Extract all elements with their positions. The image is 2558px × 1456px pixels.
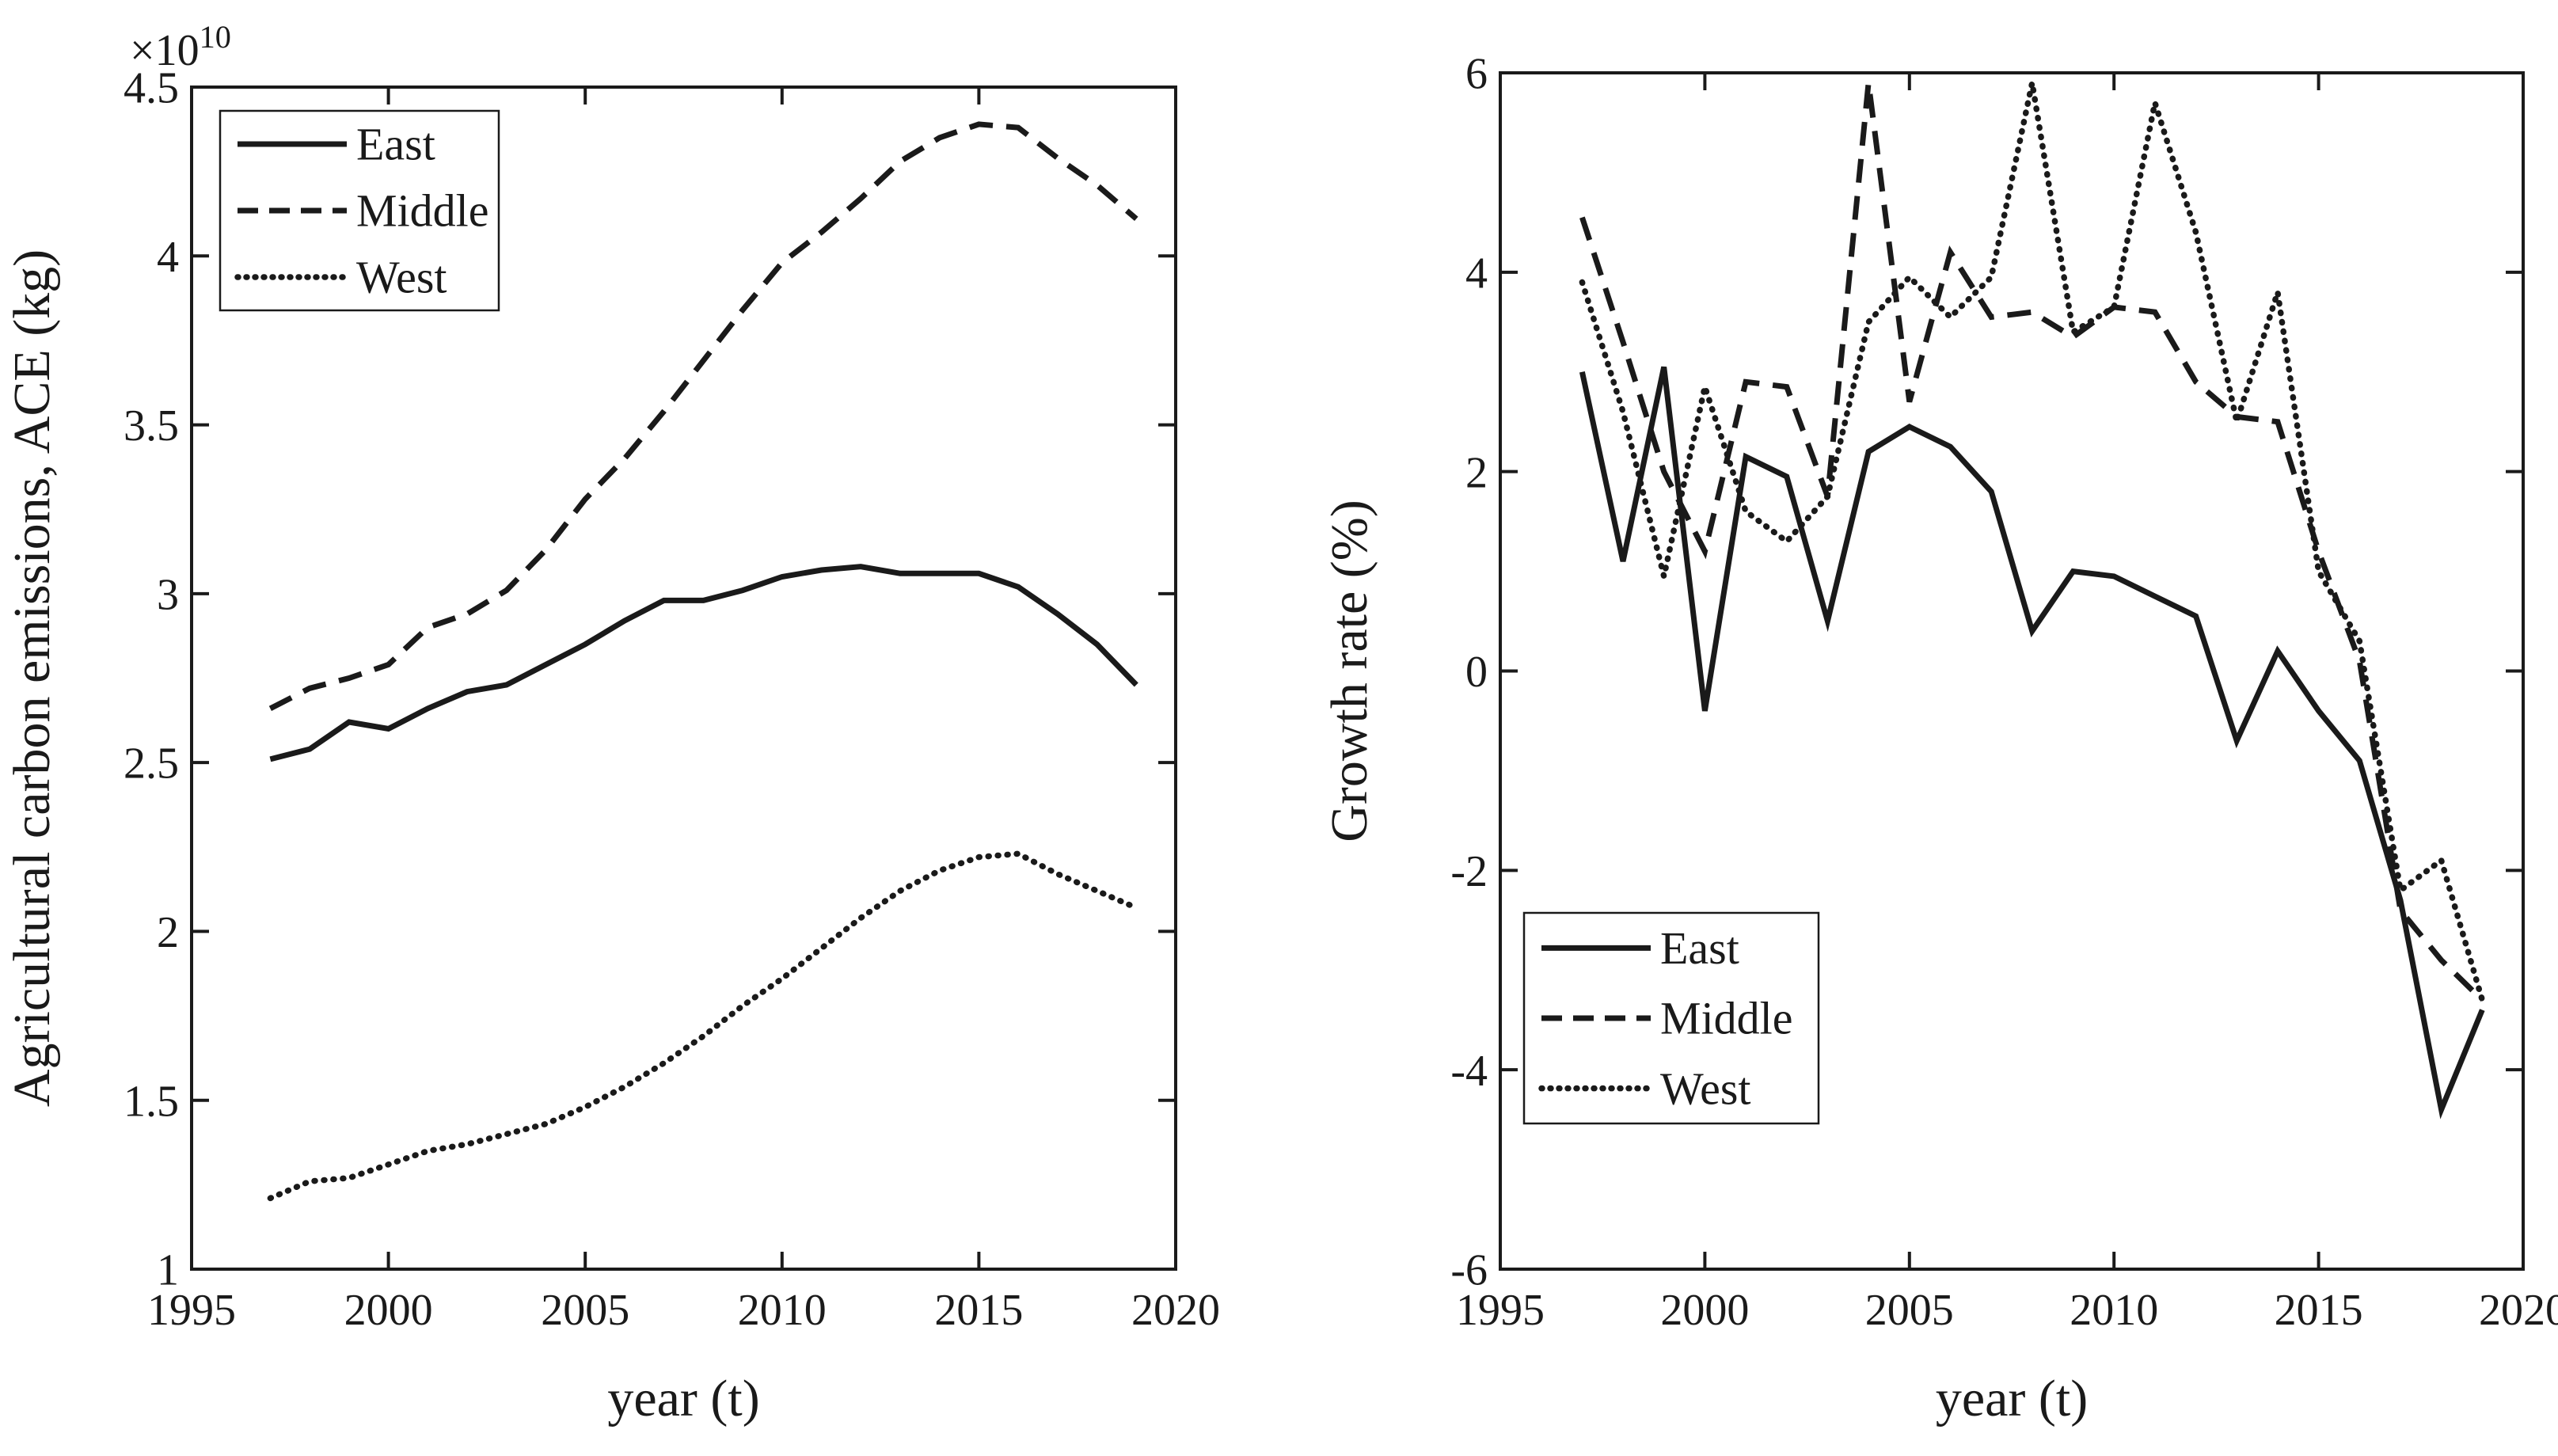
plot-box — [190, 86, 1177, 1271]
legend-label: West — [356, 252, 447, 303]
legend-item-east: East — [238, 119, 435, 170]
legend-label: Middle — [356, 185, 489, 237]
x-axis-label: year (t) — [607, 1370, 759, 1427]
y-tick-label: 6 — [1465, 50, 1488, 99]
legend-label: West — [1660, 1063, 1751, 1114]
x-tick-label: 2020 — [2479, 1286, 2558, 1335]
legend-label: Middle — [1660, 993, 1793, 1044]
x-tick-label: 2010 — [738, 1286, 827, 1335]
legend-item-middle: Middle — [1541, 993, 1793, 1044]
y-tick-label: 1.5 — [124, 1077, 179, 1126]
y-tick-label: 4 — [157, 233, 179, 282]
y-tick-label: -2 — [1450, 847, 1488, 896]
x-tick-label: 2015 — [2275, 1286, 2363, 1335]
series-line-east — [269, 564, 1138, 762]
y-tick-label: -4 — [1450, 1047, 1488, 1096]
x-tick-label: 2000 — [344, 1286, 433, 1335]
y-tick-label: 0 — [1465, 648, 1488, 697]
y-tick-label: -6 — [1450, 1246, 1488, 1295]
y-tick-label: 2 — [1465, 448, 1488, 497]
legend-item-west: West — [1538, 1063, 1751, 1114]
y-tick-label: 3.5 — [124, 401, 179, 450]
x-tick-label: 2000 — [1660, 1286, 1749, 1335]
y-tick-label: 4 — [1465, 249, 1488, 298]
legend-item-middle: Middle — [238, 185, 489, 237]
x-tick-label: 2010 — [2070, 1286, 2158, 1335]
y-tick-label: 1 — [157, 1246, 179, 1295]
series-line-middle — [1579, 82, 2484, 1002]
legend: East Middle West — [219, 109, 500, 312]
series-line-middle — [268, 121, 1138, 712]
legend-label: East — [356, 119, 435, 170]
series-line-east — [1579, 366, 2485, 1120]
y-tick-label: 2.5 — [124, 739, 179, 789]
x-tick-label: 1995 — [147, 1286, 236, 1335]
axis-offset-label: ×1010 — [130, 19, 231, 76]
x-axis-label: year (t) — [1936, 1370, 2088, 1427]
x-tick-label: 2005 — [1865, 1286, 1954, 1335]
legend-item-east: East — [1541, 922, 1739, 974]
legend-label: East — [1660, 922, 1739, 974]
y-axis-label: Growth rate (%) — [1321, 500, 1378, 842]
legend-item-west: West — [234, 252, 447, 303]
x-tick-label: 2005 — [541, 1286, 629, 1335]
x-tick-label: 1995 — [1456, 1286, 1545, 1335]
right-panel: 1995 2000 2005 2010 2015 2020 -6 -4 -2 0 2 4 6 year (… — [1321, 50, 2558, 1427]
series-line-west — [1579, 82, 2486, 1003]
x-tick-label: 2020 — [1131, 1286, 1220, 1335]
y-tick-label: 4.5 — [124, 64, 179, 113]
y-axis-label: Agricultural carbon emissions, ACE (kg) — [3, 249, 61, 1107]
x-tick-label: 2015 — [934, 1286, 1023, 1335]
series-line-west — [267, 850, 1140, 1202]
y-tick-label: 2 — [157, 908, 179, 957]
left-panel: 1995 2000 2005 2010 2015 2020 1 1.5 2 2.5 3 3.5 4 4.5… — [3, 19, 1220, 1428]
y-tick-label: 3 — [157, 570, 179, 619]
legend: East Middle West — [1522, 911, 1820, 1125]
